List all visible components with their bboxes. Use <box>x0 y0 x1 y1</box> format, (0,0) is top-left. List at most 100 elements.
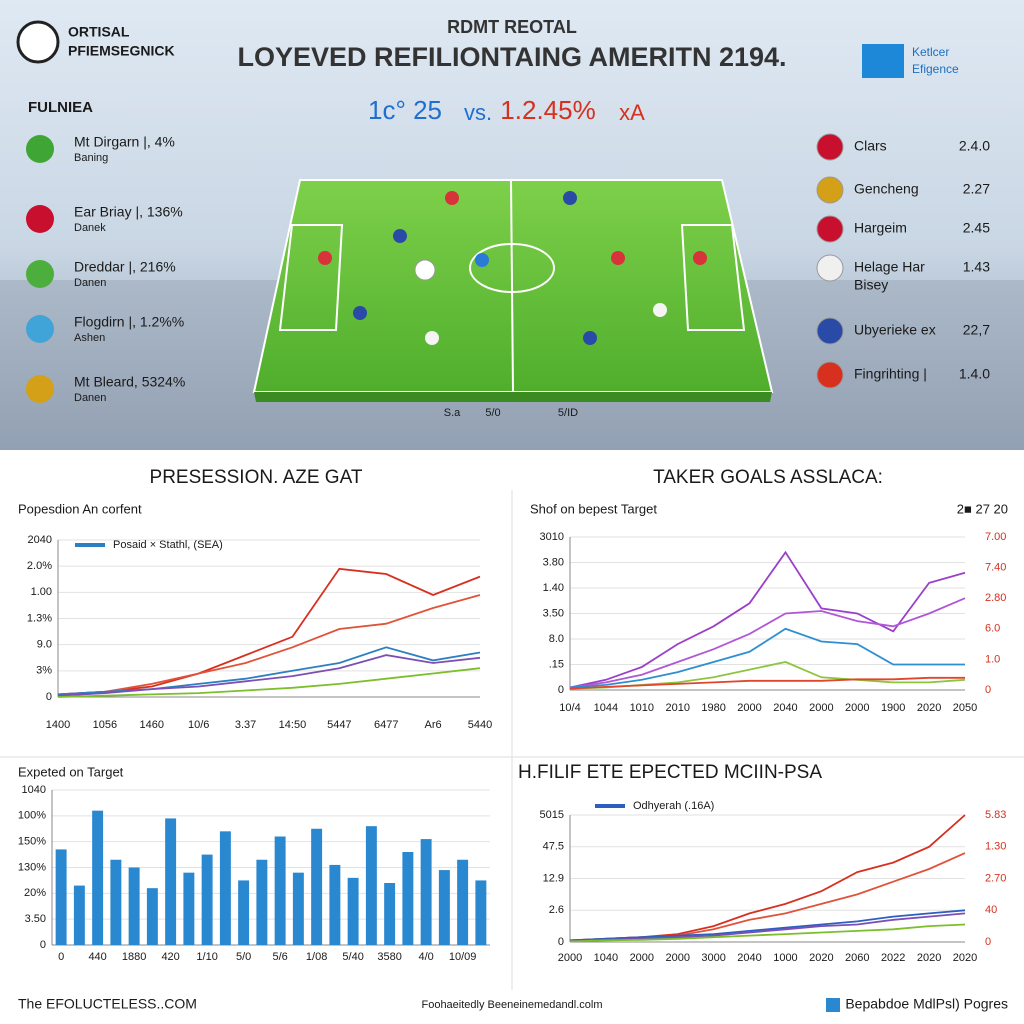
score-suffix: xA <box>619 100 645 125</box>
section-title: H.FILIF ETE EPECTED MCIIN-PSA <box>518 762 822 783</box>
pitch-label: 5/ID <box>558 407 578 419</box>
team-sub: Ashen <box>74 332 105 344</box>
x-tick-label: 1900 <box>881 702 905 714</box>
x-tick-label: 2000 <box>845 702 869 714</box>
corner-label: 2■ 27 20 <box>957 501 1008 516</box>
line-series <box>569 909 966 942</box>
x-tick-label: 5/0 <box>236 951 251 963</box>
y2-tick-label: 1.30 <box>985 841 1006 853</box>
footer-left: The EFOLUCTELESS..COM <box>18 996 197 1012</box>
halfway-line <box>510 179 514 393</box>
bar <box>329 864 341 945</box>
line-series <box>569 550 966 689</box>
x-tick-label: 2040 <box>773 702 797 714</box>
x-tick-label: 6477 <box>374 719 398 731</box>
x-tick-label: 1/08 <box>306 951 327 963</box>
x-tick-label: 3.37 <box>235 719 256 731</box>
x-tick-label: 1044 <box>594 702 618 714</box>
players <box>318 191 707 345</box>
team-name: Helage Har <box>854 259 925 275</box>
team-name: Dreddar |, 216% <box>74 259 176 275</box>
team-sub: Danen <box>74 392 106 404</box>
y-tick-label: 0 <box>40 939 46 951</box>
bar <box>292 872 304 945</box>
player <box>611 251 625 265</box>
bar <box>402 852 414 945</box>
ball <box>414 259 436 281</box>
team-sub: Danek <box>74 222 106 234</box>
line-series <box>569 676 965 690</box>
y-tick-label: 8.0 <box>549 633 564 645</box>
x-tick-label: 3580 <box>377 951 401 963</box>
team-name: Ubyerieke ex <box>854 322 936 338</box>
bar <box>128 867 140 945</box>
left-heading: FULNIEA <box>28 99 93 116</box>
y2-tick-label: 0 <box>985 936 991 948</box>
x-tick-label: 2060 <box>845 952 869 964</box>
y-tick-label: 2.6 <box>549 904 564 916</box>
y-tick-label: 20% <box>24 887 46 899</box>
y-tick-label: 3.50 <box>543 607 564 619</box>
logo-text: ORTISAL <box>68 24 130 40</box>
bar <box>420 839 432 945</box>
player <box>475 253 489 267</box>
y2-tick-label: 1.0 <box>985 653 1000 665</box>
bar <box>219 831 231 945</box>
y2-tick-label: 2.80 <box>985 592 1006 604</box>
x-tick-label: 2000 <box>665 952 689 964</box>
y-tick-label: 1.00 <box>31 586 52 598</box>
bar <box>146 888 158 945</box>
x-tick-label: 5440 <box>468 719 492 731</box>
kicker: RDMT REOTAL <box>447 17 577 37</box>
center-circle <box>469 243 555 293</box>
y-tick-label: 47.5 <box>543 841 564 853</box>
bar <box>274 836 286 945</box>
line-series <box>569 627 965 689</box>
y2-tick-label: 2.70 <box>985 872 1006 884</box>
team-name: Gencheng <box>854 181 919 197</box>
bar <box>110 859 122 945</box>
y-tick-label: 1.40 <box>543 582 564 594</box>
x-tick-label: 1980 <box>701 702 725 714</box>
logo-text: PFIEMSEGNICK <box>68 43 175 59</box>
x-tick-label: 2000 <box>737 702 761 714</box>
x-tick-label: 2020 <box>809 952 833 964</box>
x-tick-label: 10/6 <box>188 719 209 731</box>
team-name: Clars <box>854 138 887 154</box>
y-tick-label: 12.9 <box>543 872 564 884</box>
x-tick-label: 2050 <box>953 702 977 714</box>
x-tick-label: Ar6 <box>425 719 442 731</box>
x-tick-label: 2000 <box>809 702 833 714</box>
x-tick-label: 1040 <box>594 952 618 964</box>
team-sub: Danen <box>74 277 106 289</box>
x-tick-label: 10/09 <box>449 951 477 963</box>
logo <box>16 20 60 64</box>
team-sub: Bisey <box>854 277 888 293</box>
x-tick-label: 2020 <box>917 952 941 964</box>
legend-label: Posaid × Stathl, (SEA) <box>113 539 223 551</box>
team-value: 22,7 <box>963 322 990 338</box>
badge-text: Efigence <box>912 62 959 76</box>
x-tick-label: 5/40 <box>342 951 363 963</box>
player <box>445 191 459 205</box>
x-tick-label: 2020 <box>917 702 941 714</box>
y-tick-label: 1040 <box>22 784 46 796</box>
player <box>425 331 439 345</box>
bar <box>183 872 195 945</box>
team-value: 1.43 <box>963 259 990 275</box>
player <box>583 331 597 345</box>
bar <box>438 870 450 945</box>
bar <box>256 859 268 945</box>
x-tick-label: 10/4 <box>559 702 580 714</box>
team-icon <box>816 254 844 282</box>
x-tick-label: 5447 <box>327 719 351 731</box>
bar <box>165 818 177 945</box>
bar <box>55 849 67 945</box>
x-tick-label: 4/0 <box>418 951 433 963</box>
team-icon <box>26 315 54 343</box>
x-tick-label: 3000 <box>701 952 725 964</box>
player <box>693 251 707 265</box>
score-vs: vs. <box>464 100 492 125</box>
